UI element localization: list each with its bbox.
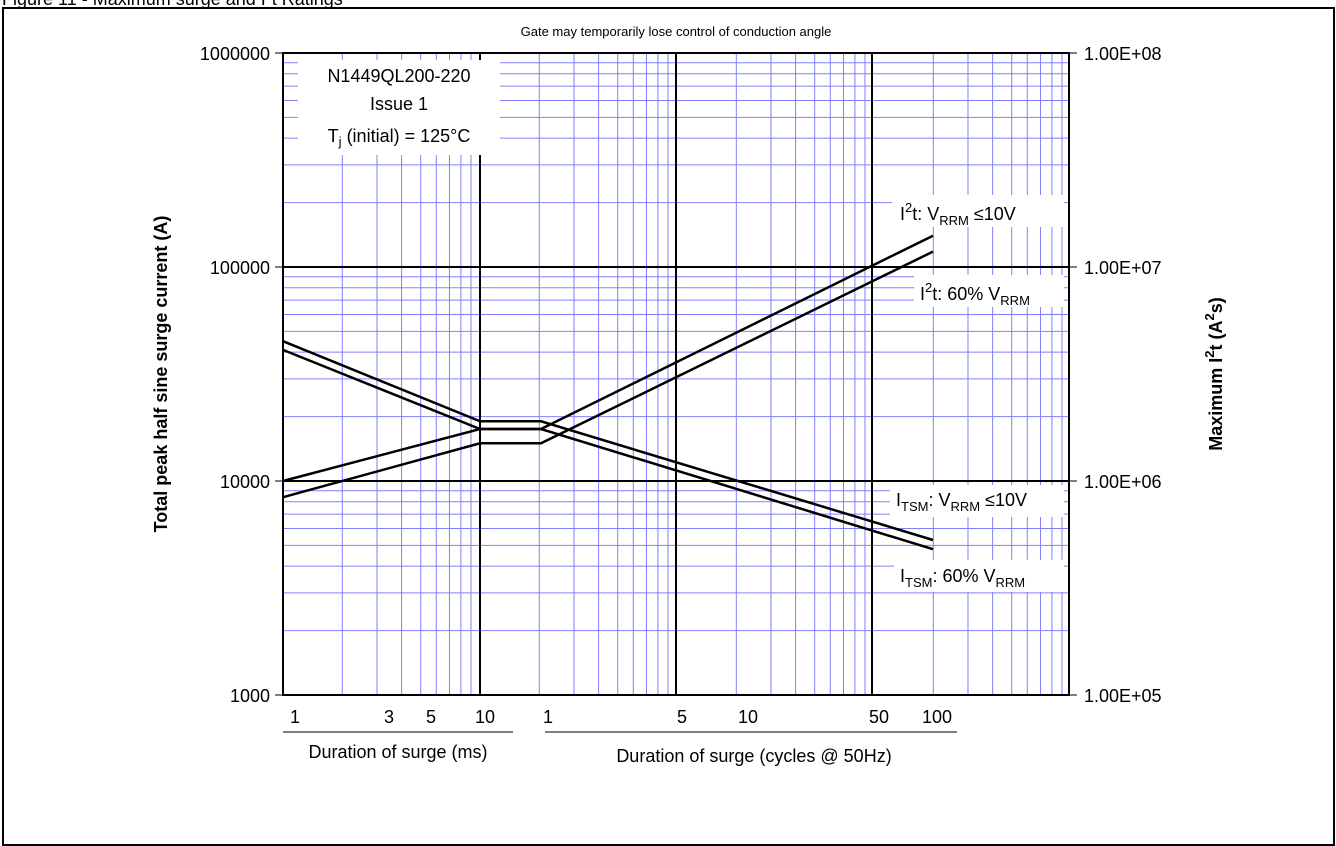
y-right-ticks: 1.00E+08 1.00E+07 1.00E+06 1.00E+05 [1084, 44, 1162, 706]
x-ms-tick: 10 [475, 707, 495, 727]
x-ms-tick: 5 [426, 707, 436, 727]
svg-text:ITSM: VRRM ≤10V: ITSM: VRRM ≤10V [896, 490, 1027, 514]
y-left-ticks: 1000000 100000 10000 1000 [200, 44, 270, 706]
figure-frame [2, 7, 1335, 846]
x-cycles-tick: 100 [922, 707, 952, 727]
plot-border [282, 52, 1070, 696]
y-right-tick: 1.00E+08 [1084, 44, 1162, 64]
series-label-i2t-60: I2t: 60% VRRM [914, 275, 1064, 308]
x-cycles-tick: 50 [869, 707, 889, 727]
series-line-2 [282, 250, 934, 499]
figure-caption: Figure 11 - Maximum surge and I²t Rating… [2, 0, 343, 10]
series-label-i2t-10v: I2t: VRRM ≤10V [892, 195, 1064, 228]
y-right-tick: 1.00E+06 [1084, 472, 1162, 492]
svg-text:ITSM: 60% VRRM: ITSM: 60% VRRM [900, 566, 1025, 590]
series-line-3 [282, 340, 934, 542]
chart-header-note: Gate may temporarily lose control of con… [521, 24, 832, 39]
x-cycles-tick: 10 [738, 707, 758, 727]
info-box: N1449QL200-220 Issue 1 Tj (initial) = 12… [298, 60, 500, 155]
y-left-tick: 10000 [220, 472, 270, 492]
y-right-tick: 1.00E+07 [1084, 258, 1162, 278]
x-cycles-tick: 5 [677, 707, 687, 727]
y-left-tick: 1000000 [200, 44, 270, 64]
info-box-issue: Issue 1 [370, 94, 428, 114]
x-ms-axis-label: Duration of surge (ms) [308, 742, 487, 762]
info-box-part-number: N1449QL200-220 [327, 66, 470, 86]
y-left-tick: 100000 [210, 258, 270, 278]
y-right-axis-title: Maximum I2t (A2s) [1202, 297, 1226, 451]
x-ms-tick: 3 [384, 707, 394, 727]
series-line-4 [282, 348, 934, 551]
series-line-1 [282, 234, 934, 483]
series-label-itsm-10v: ITSM: VRRM ≤10V [890, 485, 1064, 517]
series-label-itsm-60: ITSM: 60% VRRM [894, 560, 1064, 592]
y-right-tick: 1.00E+05 [1084, 686, 1162, 706]
x-cycles-ticks: 1 5 10 50 100 [543, 707, 952, 727]
series-lines [282, 234, 934, 551]
y-left-tick: 1000 [230, 686, 270, 706]
info-box-junction-temp: Tj (initial) = 125°C [328, 126, 471, 149]
x-cycles-tick: 1 [543, 707, 553, 727]
x-cycles-axis-label: Duration of surge (cycles @ 50Hz) [616, 746, 891, 766]
y-left-axis-title: Total peak half sine surge current (A) [151, 216, 171, 533]
x-ms-tick: 1 [290, 707, 300, 727]
x-ms-ticks: 1 3 5 10 [290, 707, 495, 727]
svg-text:I2t: 60% VRRM: I2t: 60% VRRM [920, 280, 1030, 308]
svg-text:I2t: VRRM ≤10V: I2t: VRRM ≤10V [900, 200, 1016, 228]
